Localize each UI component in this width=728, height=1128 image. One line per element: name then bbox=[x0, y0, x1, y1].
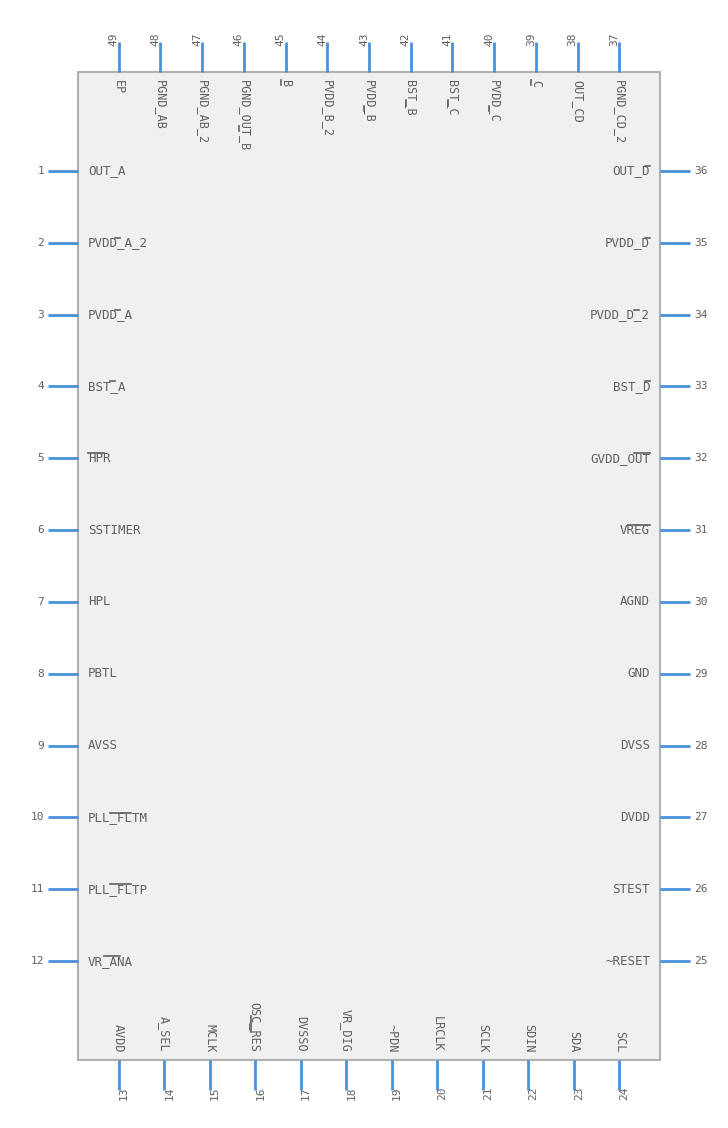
Text: 11: 11 bbox=[31, 884, 44, 895]
Text: 43: 43 bbox=[359, 33, 369, 46]
Text: 8: 8 bbox=[37, 669, 44, 679]
Text: GND: GND bbox=[628, 668, 650, 680]
Text: PGND_OUT_B: PGND_OUT_B bbox=[237, 80, 250, 151]
Text: 45: 45 bbox=[276, 33, 285, 46]
Text: 42: 42 bbox=[400, 33, 411, 46]
Text: 5: 5 bbox=[37, 453, 44, 464]
Text: PGND_CD_2: PGND_CD_2 bbox=[613, 80, 626, 144]
Text: 41: 41 bbox=[443, 33, 452, 46]
Text: 21: 21 bbox=[483, 1086, 493, 1100]
Text: OUT_D: OUT_D bbox=[612, 165, 650, 177]
Text: MCLK: MCLK bbox=[203, 1023, 216, 1052]
Text: BST_C: BST_C bbox=[446, 80, 459, 116]
Bar bbox=[78, 72, 660, 1060]
Text: 34: 34 bbox=[694, 309, 708, 319]
Text: EP: EP bbox=[112, 80, 125, 95]
Text: 7: 7 bbox=[37, 597, 44, 607]
Text: PVDD_C: PVDD_C bbox=[488, 80, 501, 123]
Text: 1: 1 bbox=[37, 166, 44, 176]
Text: PLL_FLTM: PLL_FLTM bbox=[88, 811, 148, 823]
Text: BST_D: BST_D bbox=[612, 380, 650, 393]
Text: 35: 35 bbox=[694, 238, 708, 248]
Text: 30: 30 bbox=[694, 597, 708, 607]
Text: VREG: VREG bbox=[620, 523, 650, 537]
Text: 48: 48 bbox=[151, 33, 160, 46]
Text: 12: 12 bbox=[31, 957, 44, 967]
Text: 26: 26 bbox=[694, 884, 708, 895]
Text: 49: 49 bbox=[108, 33, 119, 46]
Text: 31: 31 bbox=[694, 525, 708, 535]
Text: PVDD_B: PVDD_B bbox=[363, 80, 376, 123]
Text: SDA: SDA bbox=[567, 1031, 580, 1052]
Text: 25: 25 bbox=[694, 957, 708, 967]
Text: ~PDN: ~PDN bbox=[385, 1023, 398, 1052]
Text: AVDD: AVDD bbox=[112, 1023, 125, 1052]
Text: 19: 19 bbox=[392, 1086, 402, 1100]
Text: 16: 16 bbox=[256, 1086, 265, 1100]
Text: 9: 9 bbox=[37, 741, 44, 750]
Text: 44: 44 bbox=[317, 33, 328, 46]
Text: AGND: AGND bbox=[620, 596, 650, 608]
Text: BST_B: BST_B bbox=[404, 80, 417, 116]
Text: 28: 28 bbox=[694, 741, 708, 750]
Text: PBTL: PBTL bbox=[88, 668, 118, 680]
Text: LRCLK: LRCLK bbox=[431, 1016, 444, 1052]
Text: C: C bbox=[529, 80, 542, 87]
Text: 20: 20 bbox=[438, 1086, 447, 1100]
Text: SCLK: SCLK bbox=[476, 1023, 489, 1052]
Text: 46: 46 bbox=[234, 33, 244, 46]
Text: 39: 39 bbox=[526, 33, 536, 46]
Text: SDIN: SDIN bbox=[522, 1023, 535, 1052]
Text: DVSSO: DVSSO bbox=[294, 1016, 307, 1052]
Text: PVDD_A_2: PVDD_A_2 bbox=[88, 236, 148, 249]
Text: PGND_AB_2: PGND_AB_2 bbox=[196, 80, 209, 144]
Text: 15: 15 bbox=[210, 1086, 220, 1100]
Text: OSC_RES: OSC_RES bbox=[249, 1002, 262, 1052]
Text: 40: 40 bbox=[484, 33, 494, 46]
Text: 38: 38 bbox=[568, 33, 577, 46]
Text: HPL: HPL bbox=[88, 596, 111, 608]
Text: DVDD: DVDD bbox=[620, 811, 650, 823]
Text: PVDD_A: PVDD_A bbox=[88, 308, 133, 321]
Text: 17: 17 bbox=[301, 1086, 311, 1100]
Text: 14: 14 bbox=[165, 1086, 174, 1100]
Text: 23: 23 bbox=[574, 1086, 584, 1100]
Text: 47: 47 bbox=[192, 33, 202, 46]
Text: PVDD_D: PVDD_D bbox=[605, 236, 650, 249]
Text: 29: 29 bbox=[694, 669, 708, 679]
Text: HPR: HPR bbox=[88, 451, 111, 465]
Text: B: B bbox=[279, 80, 292, 87]
Text: 4: 4 bbox=[37, 381, 44, 391]
Text: 13: 13 bbox=[119, 1086, 129, 1100]
Text: 36: 36 bbox=[694, 166, 708, 176]
Text: 3: 3 bbox=[37, 309, 44, 319]
Text: 24: 24 bbox=[620, 1086, 629, 1100]
Text: SCL: SCL bbox=[613, 1031, 626, 1052]
Text: A_SEL: A_SEL bbox=[158, 1016, 171, 1052]
Text: 27: 27 bbox=[694, 812, 708, 822]
Text: 37: 37 bbox=[609, 33, 620, 46]
Text: OUT_CD: OUT_CD bbox=[571, 80, 584, 123]
Text: 10: 10 bbox=[31, 812, 44, 822]
Text: PVDD_D_2: PVDD_D_2 bbox=[590, 308, 650, 321]
Text: SSTIMER: SSTIMER bbox=[88, 523, 141, 537]
Text: 2: 2 bbox=[37, 238, 44, 248]
Text: 33: 33 bbox=[694, 381, 708, 391]
Text: STEST: STEST bbox=[612, 883, 650, 896]
Text: 18: 18 bbox=[347, 1086, 356, 1100]
Text: VR_DIG: VR_DIG bbox=[340, 1010, 353, 1052]
Text: DVSS: DVSS bbox=[620, 739, 650, 752]
Text: 6: 6 bbox=[37, 525, 44, 535]
Text: VR_ANA: VR_ANA bbox=[88, 954, 133, 968]
Text: PGND_AB: PGND_AB bbox=[154, 80, 167, 130]
Text: 32: 32 bbox=[694, 453, 708, 464]
Text: 22: 22 bbox=[529, 1086, 538, 1100]
Text: PLL_FLTP: PLL_FLTP bbox=[88, 883, 148, 896]
Text: PVDD_B_2: PVDD_B_2 bbox=[321, 80, 334, 136]
Text: OUT_A: OUT_A bbox=[88, 165, 125, 177]
Text: ~RESET: ~RESET bbox=[605, 954, 650, 968]
Text: GVDD_OUT: GVDD_OUT bbox=[590, 451, 650, 465]
Text: AVSS: AVSS bbox=[88, 739, 118, 752]
Text: BST_A: BST_A bbox=[88, 380, 125, 393]
